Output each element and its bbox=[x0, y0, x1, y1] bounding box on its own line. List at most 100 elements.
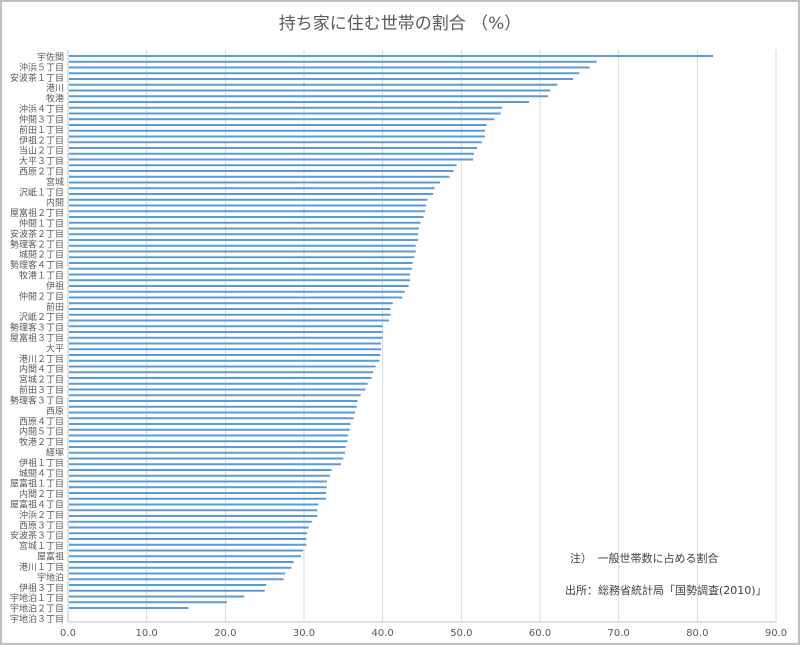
category-label: 城間２丁目 bbox=[19, 250, 64, 261]
bar bbox=[69, 89, 551, 92]
category-label: 港川２丁目 bbox=[19, 353, 64, 365]
bar bbox=[69, 486, 327, 489]
bar bbox=[69, 267, 412, 270]
bar bbox=[69, 469, 332, 471]
bar bbox=[69, 313, 391, 316]
category-label: 西原３丁目 bbox=[19, 520, 64, 531]
bar bbox=[69, 158, 474, 161]
category-label: 勢理客２丁目 bbox=[10, 238, 64, 250]
bar bbox=[69, 204, 426, 207]
bar bbox=[69, 244, 416, 247]
bar bbox=[69, 348, 382, 351]
category-label: 当山２丁目 bbox=[19, 145, 64, 157]
category-label: 西原２丁目 bbox=[19, 166, 64, 177]
bar bbox=[69, 164, 457, 167]
bar bbox=[69, 95, 548, 98]
bar bbox=[69, 210, 426, 213]
bar bbox=[69, 400, 358, 402]
bar bbox=[69, 595, 245, 598]
bar bbox=[69, 549, 304, 552]
bar bbox=[69, 331, 383, 333]
bar bbox=[69, 227, 419, 230]
bar bbox=[69, 308, 391, 310]
category-label: 仲間３丁目 bbox=[19, 113, 64, 125]
category-label: 西原 bbox=[46, 406, 64, 417]
category-label: 牧港 bbox=[46, 93, 64, 105]
category-label: 港川 bbox=[46, 82, 64, 94]
bar bbox=[69, 405, 357, 408]
bar bbox=[69, 388, 366, 391]
x-tick-label: 70.0 bbox=[608, 628, 630, 639]
x-tick-label: 50.0 bbox=[450, 628, 472, 639]
category-label: 勢理客３丁目 bbox=[10, 322, 64, 334]
category-label: 屋富祖２丁目 bbox=[10, 207, 64, 219]
bar bbox=[69, 509, 318, 512]
x-tick-label: 40.0 bbox=[372, 628, 394, 639]
bar bbox=[69, 106, 503, 109]
bar bbox=[69, 141, 482, 144]
bar bbox=[69, 434, 349, 437]
bar bbox=[69, 520, 312, 523]
bar bbox=[69, 423, 351, 425]
category-label: 屋富祖 bbox=[37, 551, 64, 563]
bar bbox=[69, 285, 409, 287]
category-label: 屋富祖３丁目 bbox=[10, 332, 64, 344]
category-label: 仲間１丁目 bbox=[19, 218, 64, 230]
bar bbox=[69, 446, 346, 448]
bar bbox=[69, 72, 580, 75]
x-tick-label: 80.0 bbox=[686, 628, 708, 639]
bar bbox=[69, 451, 345, 454]
bar bbox=[69, 601, 227, 604]
bar bbox=[69, 492, 327, 494]
bar bbox=[69, 538, 307, 540]
category-label: 勢理客４丁目 bbox=[10, 259, 64, 271]
bar bbox=[69, 181, 441, 184]
x-tick-label: 30.0 bbox=[293, 628, 315, 639]
category-label: 安波茶２丁目 bbox=[10, 228, 64, 240]
bar bbox=[69, 175, 450, 178]
bar bbox=[69, 325, 383, 328]
bar bbox=[69, 66, 590, 69]
bar bbox=[69, 428, 350, 431]
bar bbox=[69, 497, 327, 500]
bar bbox=[69, 561, 294, 563]
bar bbox=[69, 170, 454, 172]
category-label: 宇地泊２丁目 bbox=[10, 603, 64, 615]
category-label: 伊祖１丁目 bbox=[19, 457, 64, 469]
bar bbox=[69, 371, 374, 374]
category-label: 内間４丁目 bbox=[19, 363, 64, 375]
bar bbox=[69, 135, 485, 138]
category-label: 安波茶３丁目 bbox=[10, 530, 64, 542]
bar bbox=[69, 463, 341, 466]
category-label: 城間４丁目 bbox=[19, 468, 64, 479]
chart-title: 持ち家に住む世帯の割合 （%） bbox=[279, 14, 522, 34]
x-tick-label: 20.0 bbox=[214, 628, 236, 639]
bar bbox=[69, 394, 361, 397]
bar bbox=[69, 377, 372, 379]
category-label: 沖浜５丁目 bbox=[19, 61, 64, 73]
x-tick-label: 60.0 bbox=[529, 628, 551, 639]
category-label: 牧港１丁目 bbox=[19, 270, 64, 282]
category-label: 沢岻１丁目 bbox=[19, 186, 64, 198]
category-label: 港川１丁目 bbox=[19, 561, 64, 573]
category-label: 宮城２丁目 bbox=[19, 374, 64, 386]
note-annotation: 注） 一般世帯数に占める割合 bbox=[570, 551, 719, 565]
bar bbox=[69, 359, 380, 362]
bar bbox=[69, 411, 356, 414]
category-label: 宮城１丁目 bbox=[19, 540, 64, 552]
bar bbox=[69, 221, 421, 224]
bar bbox=[69, 440, 348, 443]
bar bbox=[69, 342, 382, 345]
x-tick-label: 90.0 bbox=[765, 628, 787, 639]
bar bbox=[69, 566, 292, 569]
bar bbox=[69, 584, 267, 586]
bar bbox=[69, 239, 419, 241]
bar bbox=[69, 78, 574, 80]
category-label: 西原４丁目 bbox=[19, 416, 64, 427]
category-label: 仲間２丁目 bbox=[19, 290, 64, 302]
category-label: 内間２丁目 bbox=[19, 488, 64, 500]
bar bbox=[69, 101, 529, 103]
bar bbox=[69, 296, 403, 299]
